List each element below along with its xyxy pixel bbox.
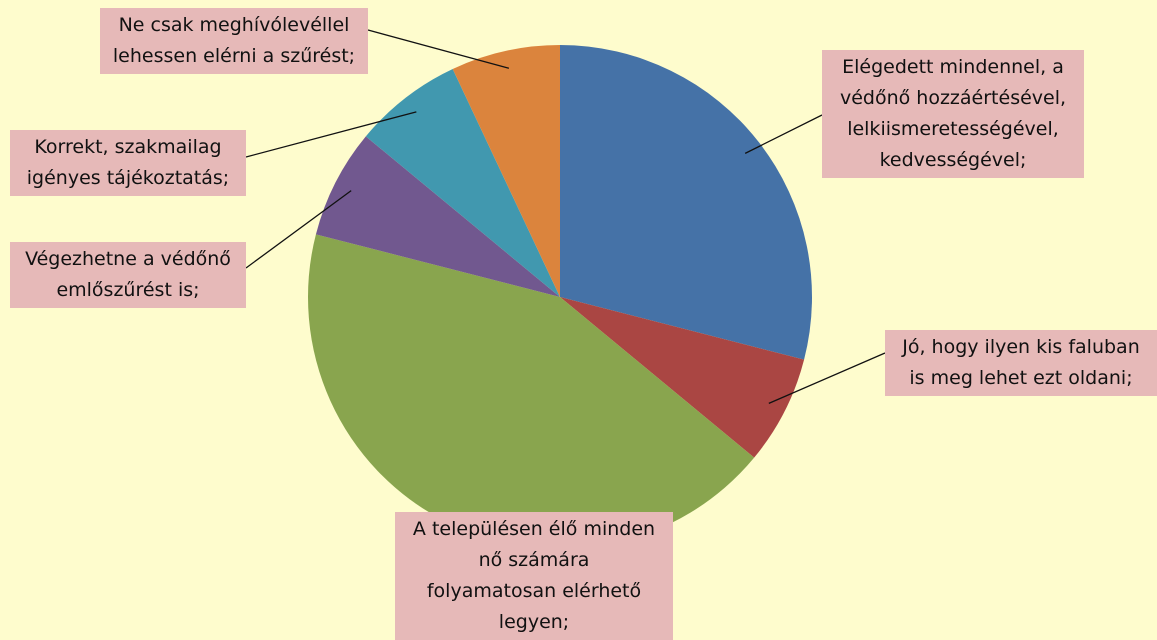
slice-label: Jó, hogy ilyen kis faluban is meg lehet …	[885, 330, 1157, 396]
leader-line	[245, 190, 352, 269]
slice-label: A településen élő minden nő számára foly…	[395, 512, 673, 640]
pie-slice	[452, 45, 560, 297]
slice-label: Végezhetne a védőnő emlőszűrést is;	[10, 242, 246, 308]
leader-line	[367, 29, 510, 69]
pie-slice	[308, 234, 755, 550]
pie-slice	[315, 136, 560, 297]
slice-label: Elégedett mindennel, a védőnő hozzáértés…	[822, 50, 1084, 178]
pie-slice	[560, 297, 805, 458]
slice-label: Ne csak meghívólevéllel lehessen elérni …	[100, 8, 368, 74]
pie-slice	[365, 68, 560, 297]
leader-line	[768, 352, 886, 404]
slice-label: Korrekt, szakmailag igényes tájékoztatás…	[10, 130, 246, 196]
leader-line	[744, 114, 823, 154]
pie-slice	[560, 45, 812, 360]
leader-line	[245, 111, 417, 158]
